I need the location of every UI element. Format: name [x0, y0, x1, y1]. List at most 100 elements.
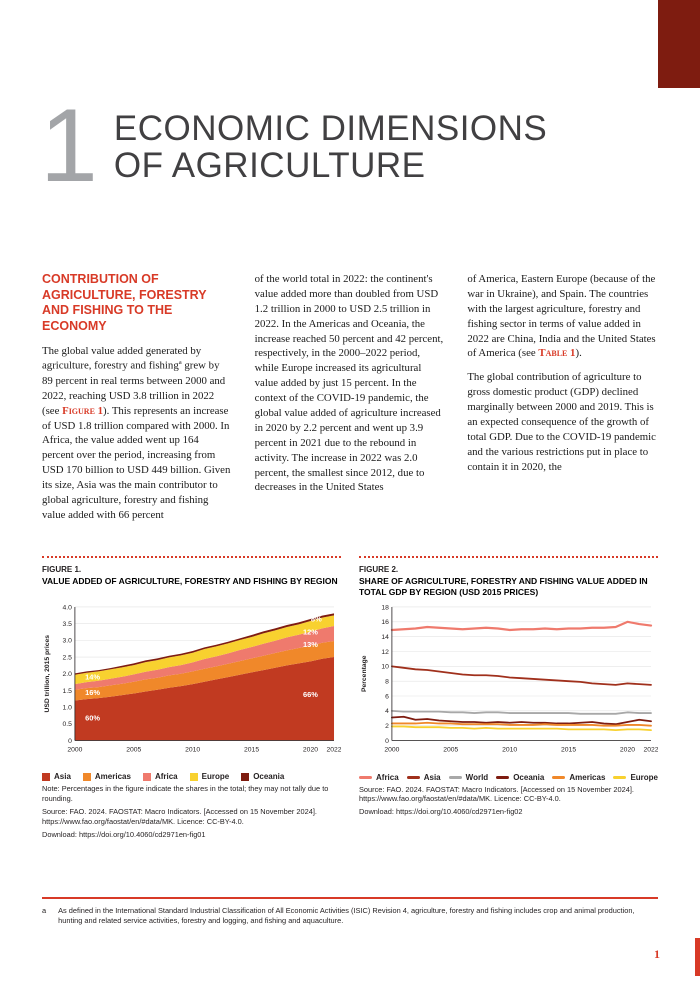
legend-item-americas: Americas — [552, 773, 605, 782]
legend-label: Americas — [94, 772, 131, 782]
legend-item-africa: Africa — [359, 773, 399, 782]
corner-mark — [658, 0, 700, 88]
svg-text:2005: 2005 — [443, 747, 458, 754]
svg-text:0.5: 0.5 — [63, 721, 73, 728]
column-2: of the world total in 2022: the continen… — [255, 272, 446, 558]
legend-item-americas: Americas — [82, 772, 131, 782]
svg-text:0: 0 — [68, 738, 72, 745]
svg-text:2: 2 — [385, 723, 389, 730]
legend-swatch — [241, 772, 250, 781]
legend-item-europe: Europe — [613, 773, 658, 782]
svg-text:2.0: 2.0 — [63, 671, 73, 678]
svg-text:1.0: 1.0 — [63, 705, 73, 712]
svg-text:2000: 2000 — [384, 747, 399, 754]
legend-label: Asia — [423, 772, 441, 782]
legend-item-asia: Asia — [42, 772, 71, 781]
figure-source: Source: FAO. 2024. FAOSTAT: Macro Indica… — [42, 806, 317, 826]
paragraph: The global contribution of agriculture t… — [467, 371, 656, 473]
figure-2-chart: 0 2 4 6 8 10 12 14 16 18 2000 2005 2010 2015 2020 2022 P… — [361, 605, 658, 754]
figure-1-legend: Asia Americas Africa Europe Oceania — [42, 772, 341, 781]
chapter-title-line1: ECONOMIC DIMENSIONS — [113, 109, 548, 148]
legend-label: Europe — [201, 772, 230, 782]
svg-text:3.5: 3.5 — [63, 621, 73, 628]
footnote: a As defined in the International Standa… — [42, 906, 658, 926]
figure-1-title: VALUE ADDED OF AGRICULTURE, FORESTRY AND… — [42, 576, 338, 586]
legend-swatch — [552, 775, 566, 779]
paragraph: of America, Eastern Europe (because of t… — [467, 273, 656, 360]
dotted-rule — [359, 556, 658, 558]
legend-swatch — [189, 772, 198, 781]
figures-row: FIGURE 1. VALUE ADDED OF AGRICULTURE, FO… — [42, 556, 658, 839]
svg-text:6: 6 — [385, 694, 389, 701]
figure-download: Download: https://doi.org/10.4060/cd2971… — [359, 807, 523, 817]
legend-swatch — [613, 775, 627, 779]
svg-text:14%: 14% — [85, 672, 100, 681]
legend-swatch — [448, 775, 462, 779]
svg-text:2015: 2015 — [244, 746, 259, 753]
column-1: CONTRIBUTION OF AGRICULTURE, FORESTRY AN… — [42, 272, 233, 558]
svg-text:18: 18 — [381, 605, 389, 612]
legend-item-asia: Asia — [406, 772, 441, 782]
figure-download: Download: https://doi.org/10.4060/cd2971… — [42, 829, 206, 839]
legend-item-world: World — [448, 773, 488, 782]
legend-label: Americas — [569, 772, 606, 782]
svg-text:2000: 2000 — [67, 746, 82, 753]
dotted-rule — [42, 556, 341, 558]
svg-text:60%: 60% — [85, 713, 100, 722]
legend-swatch — [142, 772, 151, 781]
legend-label: Oceania — [253, 772, 285, 782]
chapter-number: 1 — [40, 88, 98, 204]
svg-text:12%: 12% — [303, 628, 318, 637]
svg-text:2015: 2015 — [561, 747, 576, 754]
svg-text:4.0: 4.0 — [63, 604, 73, 611]
paragraph: of the world total in 2022: the continen… — [254, 273, 444, 494]
figure-2-title: SHARE OF AGRICULTURE, FORESTRY AND FISHI… — [359, 576, 648, 597]
svg-text:2022: 2022 — [326, 746, 341, 753]
svg-text:16: 16 — [381, 619, 389, 626]
svg-text:2020: 2020 — [620, 747, 635, 754]
svg-text:4: 4 — [385, 708, 389, 715]
legend-label: Africa — [154, 772, 178, 782]
svg-text:3.0: 3.0 — [63, 638, 73, 645]
figure-2: FIGURE 2. SHARE OF AGRICULTURE, FORESTRY… — [359, 556, 658, 839]
svg-text:Percentage: Percentage — [361, 656, 368, 693]
svg-text:1.5: 1.5 — [63, 688, 73, 695]
figure-1: FIGURE 1. VALUE ADDED OF AGRICULTURE, FO… — [42, 556, 341, 839]
svg-text:2022: 2022 — [643, 747, 658, 754]
footnote-marker: a — [42, 906, 47, 915]
legend-swatch — [496, 775, 510, 779]
legend-item-oceania: Oceania — [241, 772, 284, 781]
svg-text:13%: 13% — [303, 640, 318, 649]
figure-note: Note: Percentages in the figure indicate… — [42, 784, 329, 804]
legend-label: Europe — [630, 772, 658, 782]
legend-swatch — [82, 772, 91, 781]
svg-text:12: 12 — [381, 649, 389, 656]
legend-item-africa: Africa — [142, 772, 178, 782]
figure-2-label: FIGURE 2. — [359, 565, 399, 574]
legend-label: Oceania — [513, 772, 545, 782]
svg-text:2.5: 2.5 — [63, 654, 73, 661]
chapter-title-line2: OF AGRICULTURE — [113, 146, 426, 186]
svg-text:2020: 2020 — [303, 746, 318, 753]
legend-label: Asia — [54, 772, 71, 782]
svg-text:8: 8 — [385, 679, 389, 686]
svg-text:2005: 2005 — [126, 746, 141, 753]
figure-1-chart: 0 0.5 1.0 1.5 2.0 2.5 3.0 3.5 4.0 2000 2005 2010 201… — [44, 604, 341, 753]
svg-text:USD trillion, 2015 prices: USD trillion, 2015 prices — [44, 635, 51, 713]
paragraph: The global value added generated by agri… — [42, 344, 231, 521]
legend-swatch — [406, 775, 420, 779]
chapter-header: 1 ECONOMIC DIMENSIONS OF AGRICULTURE — [40, 88, 548, 204]
svg-text:2010: 2010 — [502, 747, 517, 754]
footnote-text: As defined in the International Standard… — [58, 906, 635, 925]
page-edge-bar — [695, 938, 700, 976]
column-3: of America, Eastern Europe (because of t… — [467, 272, 658, 558]
svg-text:0: 0 — [385, 738, 389, 745]
svg-text:8%: 8% — [311, 614, 322, 623]
svg-text:16%: 16% — [85, 688, 100, 697]
figure-1-label: FIGURE 1. — [42, 565, 82, 574]
legend-swatch — [42, 772, 50, 781]
svg-text:10: 10 — [381, 664, 389, 671]
figure-source: Source: FAO. 2024. FAOSTAT: Macro Indica… — [359, 784, 634, 804]
svg-text:14: 14 — [381, 634, 389, 641]
